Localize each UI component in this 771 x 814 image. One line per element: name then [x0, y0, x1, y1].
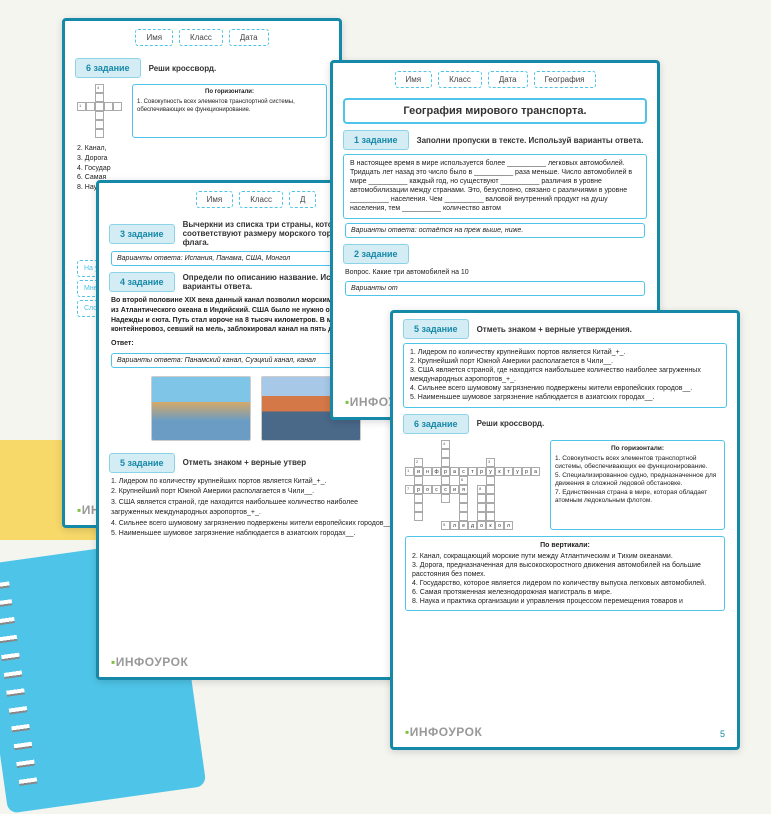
field-class-3: Класс	[438, 71, 482, 88]
st1b: 1. Лидером по количеству крупнейших порт…	[410, 348, 720, 357]
task1-badge: 1 задание	[343, 130, 409, 150]
field-class-2: Класс	[239, 191, 283, 208]
clue-v6: 6. Самая протяженная железнодорожная маг…	[412, 588, 718, 597]
field-class: Класс	[179, 29, 223, 46]
clues-horizontal-b: По горизонтали: 1. Совокупность всех эле…	[550, 440, 725, 530]
page-number: 5	[720, 729, 725, 739]
st2: 2. Крупнейший порт Южной Америки распола…	[111, 487, 401, 498]
clue-h5b: 5. Специализированное судно, предназначе…	[555, 472, 720, 489]
worksheet-page-56: 5 задание Отметь знаком + верные утвержд…	[390, 310, 740, 750]
logo-prefix-4: ИНФО	[410, 725, 449, 739]
task3-badge: 3 задание	[109, 224, 175, 244]
k2: 2. Канал,	[77, 144, 327, 154]
field-name: Имя	[135, 29, 173, 46]
clue-h1b: 1. Совокупность всех элементов транспорт…	[555, 455, 720, 472]
task5-block: 1. Лидером по количеству крупнейших порт…	[403, 343, 727, 408]
task1-variants: Варианты ответа: остаётся на преж выше, …	[345, 223, 645, 238]
st3: 3. США является страной, где находится н…	[111, 498, 401, 519]
task6-header-b: 6 задание Реши кроссворд.	[403, 414, 727, 434]
task1-header: 1 задание Заполни пропуски в тексте. Исп…	[343, 130, 647, 150]
task2-body: Вопрос. Какие три автомобилей на 10	[345, 268, 645, 278]
clue-v4: 4. Государство, которое является лидером…	[412, 579, 718, 588]
k4: 4. Государ	[77, 164, 327, 174]
logo-prefix-3: ИНФО	[350, 395, 389, 409]
logo-suffix-2: УРОК	[154, 655, 188, 669]
task1-instruction: Заполни пропуски в тексте. Используй вар…	[417, 136, 644, 145]
clue-h1: 1. Совокупность всех элементов транспорт…	[137, 99, 322, 115]
clue-v3: 3. Дорога, предназначенная для высокоско…	[412, 561, 718, 579]
field-subject-3: География	[534, 71, 596, 88]
field-date: Дата	[229, 29, 269, 46]
task5-badge-2: 5 задание	[109, 453, 175, 473]
st5b: 5. Наименьшее шумовое загрязнение наблюд…	[410, 393, 720, 402]
crossword-grid-full: 4 23 1инфраструктура 6 7россия8 5ледокол	[405, 440, 540, 530]
clue-h7b: 7. Единственная страна в мире, которая о…	[555, 489, 720, 506]
st1: 1. Лидером по количеству крупнейших порт…	[111, 477, 401, 488]
crossword-grid: 4 1	[77, 84, 122, 138]
task5-header: 5 задание Отметь знаком + верные утвержд…	[403, 319, 727, 339]
main-title: География мирового транспорта.	[343, 98, 647, 124]
task6-header: 6 задание Реши кроссворд.	[75, 58, 329, 78]
task2-badge: 2 задание	[343, 244, 409, 264]
st2b: 2. Крупнейший порт Южной Америки распола…	[410, 357, 720, 366]
task5-instruction-2: Отметь знаком + верные утвер	[183, 458, 307, 467]
crossword-full: 4 23 1инфраструктура 6 7россия8 5ледокол…	[405, 440, 725, 530]
logo-prefix-2: ИНФО	[116, 655, 155, 669]
task6-badge-b: 6 задание	[403, 414, 469, 434]
k3: 3. Дорога	[77, 154, 327, 164]
crossword-partial: 4 1 По горизонтали: 1. Совокупность всех…	[77, 84, 327, 138]
clues-vertical: По вертикали: 2. Канал, сокращающий морс…	[405, 536, 725, 612]
field-date-3: Дата	[488, 71, 528, 88]
clues-horizontal: По горизонтали: 1. Совокупность всех эле…	[132, 84, 327, 138]
st4b: 4. Сильнее всего шумовому загрязнению по…	[410, 384, 720, 393]
task6-instruction-b: Реши кроссворд.	[477, 419, 545, 428]
task1-body: В настоящее время в мире используется бо…	[343, 154, 647, 219]
clue-v8: 8. Наука и практика организации и управл…	[412, 597, 718, 606]
task5-badge: 5 задание	[403, 319, 469, 339]
task2-header: 2 задание	[343, 244, 647, 264]
clue-v2: 2. Канал, сокращающий морские пути между…	[412, 552, 718, 561]
task5-header-2: 5 задание Отметь знаком + верные утвер	[109, 453, 403, 473]
task5-statements-2: 1. Лидером по количеству крупнейших порт…	[111, 477, 401, 540]
st3b: 3. США является страной, где находится н…	[410, 366, 720, 384]
logo-2: ▪ИНФОУРОК	[111, 655, 188, 669]
logo-4: ▪ИНФОУРОК	[405, 725, 482, 739]
st5: 5. Наименьшее шумовое загрязнение наблюд…	[111, 529, 401, 540]
field-date-2: Д	[289, 191, 316, 208]
task2-variants: Варианты от	[345, 281, 645, 296]
task5-instruction: Отметь знаком + верные утверждения.	[477, 325, 632, 334]
field-name-2: Имя	[196, 191, 234, 208]
field-name-3: Имя	[395, 71, 433, 88]
task4-badge: 4 задание	[109, 272, 175, 292]
header-fields-3: Имя Класс Дата География	[333, 63, 657, 94]
header-fields: Имя Класс Дата	[65, 21, 339, 52]
st4: 4. Сильнее всего шумовому загрязнению по…	[111, 519, 401, 530]
photo-canal	[151, 376, 251, 441]
task6-instruction: Реши кроссворд.	[149, 64, 217, 73]
clues-v-title: По вертикали:	[412, 541, 718, 550]
clues-h-title: По горизонтали:	[137, 89, 322, 97]
clues-h-title-b: По горизонтали:	[555, 445, 720, 453]
task6-badge: 6 задание	[75, 58, 141, 78]
logo-suffix-4: УРОК	[448, 725, 482, 739]
